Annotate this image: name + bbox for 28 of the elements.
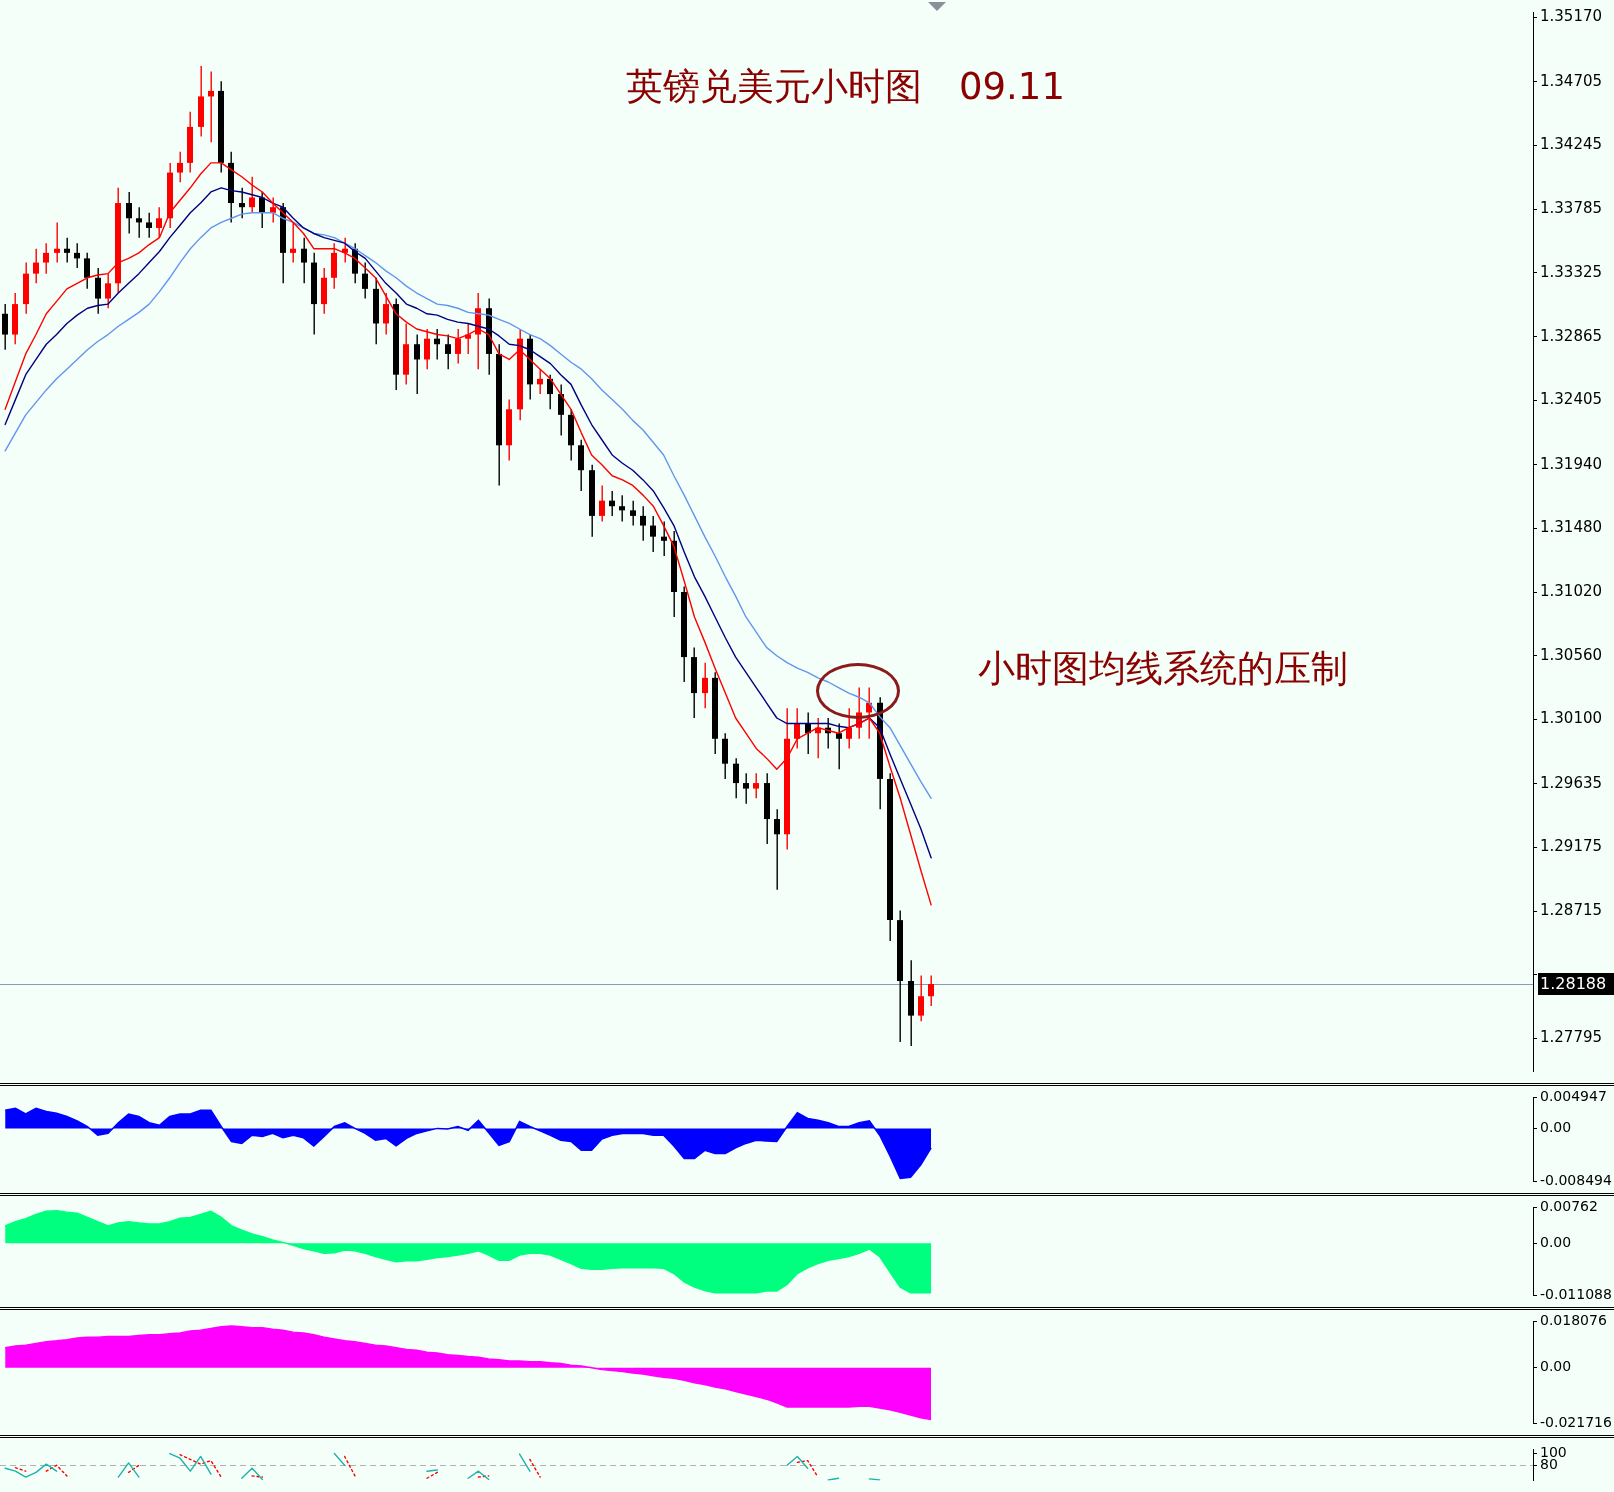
y-tick-label: 1.29175 (1540, 837, 1603, 856)
y-tick-label: 1.35170 (1540, 7, 1603, 26)
y-tick-label: 0.00 (1540, 1233, 1572, 1250)
y-tick-label: 0.00762 (1540, 1198, 1598, 1215)
y-tick-label: 1.31940 (1540, 454, 1603, 473)
y-tick-label: 1.28715 (1540, 901, 1603, 919)
y-tick-label: 1.34245 (1540, 135, 1603, 154)
y-tick-label: 1.32865 (1540, 326, 1603, 345)
y-tick-label: 1.29635 (1540, 773, 1603, 792)
y-tick-label: 0.004947 (1540, 1088, 1607, 1105)
text: 英镑兑美元小时图 09.11 (626, 64, 1065, 110)
y-tick-label: -0.008494 (1540, 1172, 1612, 1189)
y-tick-label: 1.27795 (1540, 1028, 1603, 1047)
y-tick-label: -0.021716 (1540, 1414, 1612, 1431)
y-tick-label: 0.00 (1540, 1358, 1572, 1375)
y-tick-label: 1.30100 (1540, 709, 1603, 728)
y-tick-label: 1.31020 (1540, 581, 1603, 600)
y-tick-label: 1.31480 (1540, 518, 1603, 537)
annotation: 小时图均线系统的压制 (978, 646, 1348, 692)
y-tick-label: 1.34705 (1540, 71, 1603, 90)
y-tick-label: 1.32405 (1540, 390, 1603, 409)
y-tick-label: -0.011088 (1540, 1286, 1612, 1303)
y-tick-label: 0.018076 (1540, 1312, 1607, 1329)
y-tick-label: 1.33785 (1540, 199, 1603, 218)
y-tick-label: 1.33325 (1540, 262, 1603, 281)
ref-line-label: 1.28188 (1540, 974, 1607, 994)
y-tick-label: 1.30560 (1540, 645, 1603, 664)
y-tick-label: 0.00 (1540, 1119, 1572, 1136)
